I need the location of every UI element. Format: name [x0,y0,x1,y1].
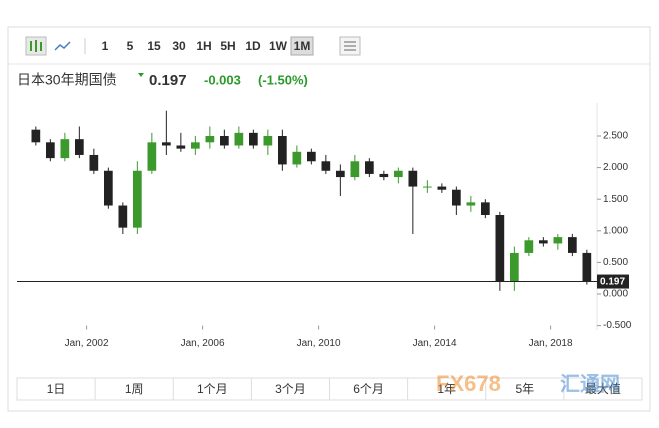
candle-body [481,202,490,215]
watermark-site: 汇通网 [560,372,620,395]
y-tick-label: -0.500 [603,320,632,331]
watermark-brand: FX678 [436,371,501,396]
range-button[interactable]: 最大值 [585,381,621,396]
active-interval [290,36,314,56]
candle-body [147,142,157,171]
settings-glyph [344,41,356,51]
y-tick-label: 0.500 [603,257,628,268]
candle-body [162,142,171,146]
candle-body [336,170,345,178]
x-tick-label: Jan, 2018 [529,338,573,349]
range-button[interactable]: 5年 [515,382,534,396]
candle-body [437,186,447,190]
interval-button[interactable]: 5H [220,39,235,53]
candle-body [205,136,215,143]
candle-body [394,170,403,178]
candle-body [104,170,113,206]
interval-button[interactable]: 1H [196,39,211,53]
y-tick-label: 2.500 [603,131,628,142]
interval-button[interactable]: 1W [269,39,288,53]
y-tick-label: 1.500 [603,194,628,205]
candle-body [495,215,505,282]
interval-button[interactable]: 5 [127,39,134,53]
last-price-box [597,274,629,289]
candle-body [89,154,99,171]
candle-body [553,237,563,244]
range-button[interactable]: 1个月 [197,382,228,396]
candle-body [234,132,244,146]
candle-body [191,142,200,149]
line-icon[interactable] [54,41,71,51]
range-button[interactable]: 1日 [47,382,66,396]
candle-body [423,186,432,188]
candle-body [307,151,316,162]
candle-glyph [30,40,42,52]
x-tick-label: Jan, 2006 [181,338,225,349]
last-price: 0.197 [149,72,187,89]
x-tick-label: Jan, 2002 [65,338,109,349]
candle-body [46,142,55,159]
change-pct: (-1.50%) [258,72,308,87]
y-tick-label: 0.000 [603,289,628,300]
y-tick-label: 2.000 [603,162,628,173]
x-tick-label: Jan, 2010 [297,338,341,349]
candle-body [60,139,70,159]
range-button[interactable]: 3个月 [275,382,306,396]
candle-body [133,170,142,228]
candle-body [350,161,360,178]
candle-body [539,240,548,244]
range-button[interactable]: 6个月 [353,382,384,396]
instrument-name: 日本30年期国债 [17,72,117,88]
candle-body [365,161,374,174]
y-tick-label: 1.000 [603,225,628,236]
interval-button[interactable]: 1D [245,39,261,53]
interval-button[interactable]: 1 [102,39,109,53]
candle-body [31,129,41,143]
candle-body [292,151,302,165]
candle-body [452,189,461,206]
down-arrow [138,73,144,77]
candle-body [118,205,128,228]
interval-button[interactable]: 1M [294,39,311,53]
candle-body [524,240,534,253]
range-button[interactable]: 1年 [437,382,456,396]
last-price-label: 0.197 [600,277,625,288]
interval-button[interactable]: 30 [172,39,186,53]
candle-body [220,136,229,146]
candle-body [278,136,287,165]
candle-body [582,252,592,282]
candle-body [176,145,186,149]
candle-body [249,132,258,146]
x-tick-label: Jan, 2014 [413,338,457,349]
range-button[interactable]: 1周 [125,382,144,396]
candle-body [510,252,519,282]
candle-body [568,237,577,253]
candle-body [321,161,331,171]
candle-body [75,139,84,155]
change: -0.003 [204,72,241,87]
interval-button[interactable]: 15 [147,39,161,53]
candle-body [408,170,418,187]
candle-body [263,136,273,146]
candle-body [379,173,389,178]
candle-body [466,202,476,206]
frame [7,26,651,412]
